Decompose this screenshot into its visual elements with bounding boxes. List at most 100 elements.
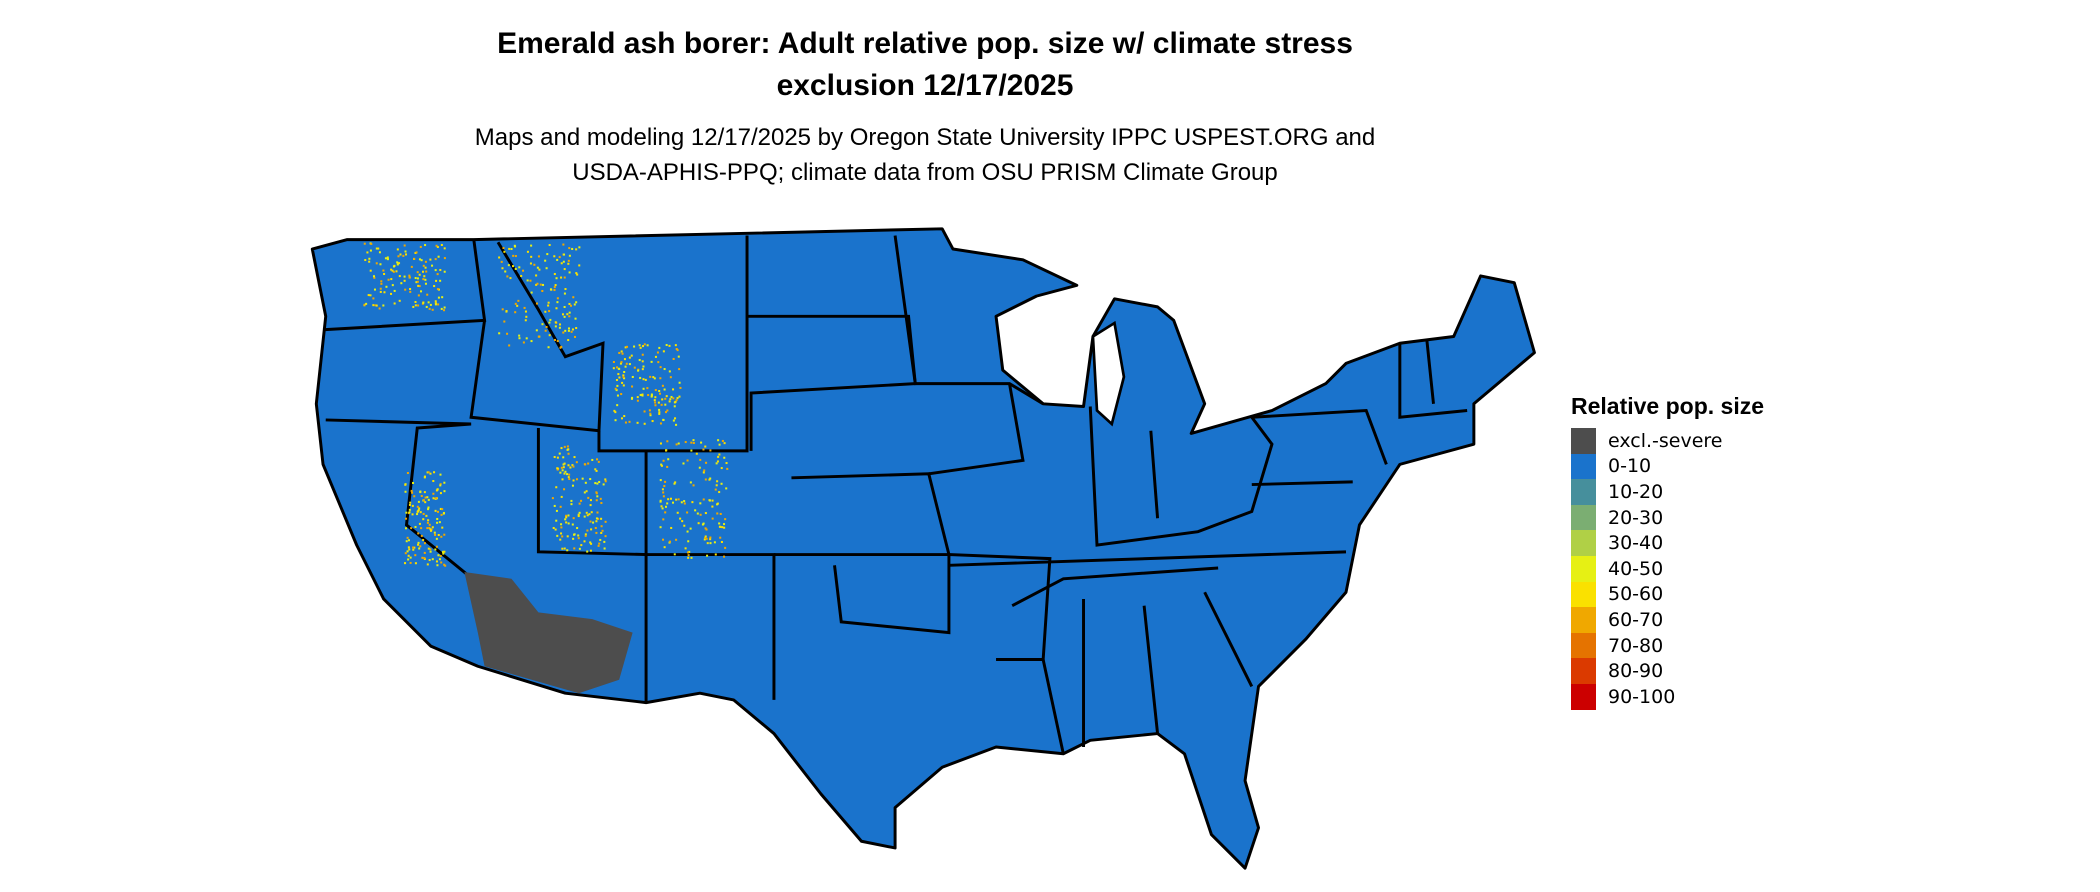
habitat-speckle bbox=[396, 248, 399, 251]
habitat-speckle bbox=[501, 308, 504, 311]
habitat-speckle bbox=[704, 536, 707, 539]
habitat-speckle bbox=[545, 267, 548, 270]
habitat-speckle bbox=[434, 258, 437, 261]
habitat-speckle bbox=[573, 547, 576, 550]
habitat-speckle bbox=[558, 452, 561, 455]
habitat-speckle bbox=[688, 550, 691, 553]
habitat-speckle bbox=[662, 495, 665, 498]
habitat-speckle bbox=[526, 279, 529, 282]
habitat-speckle bbox=[600, 525, 603, 528]
habitat-speckle bbox=[553, 286, 556, 289]
habitat-speckle bbox=[567, 522, 570, 525]
habitat-speckle bbox=[506, 332, 509, 335]
habitat-speckle bbox=[714, 553, 717, 556]
habitat-speckle bbox=[552, 526, 555, 530]
habitat-speckle bbox=[665, 344, 668, 347]
habitat-speckle bbox=[704, 478, 707, 481]
habitat-speckle bbox=[574, 317, 577, 320]
legend-item: 60-70 bbox=[1571, 607, 1764, 633]
habitat-speckle bbox=[548, 321, 551, 324]
habitat-speckle bbox=[659, 479, 662, 482]
habitat-speckle bbox=[509, 277, 512, 280]
habitat-speckle bbox=[443, 270, 446, 273]
habitat-speckle bbox=[659, 500, 662, 503]
habitat-speckle bbox=[595, 499, 598, 502]
legend-item: 0-10 bbox=[1571, 453, 1764, 480]
habitat-speckle bbox=[436, 273, 439, 276]
habitat-speckle bbox=[378, 307, 381, 310]
habitat-speckle bbox=[374, 304, 377, 307]
habitat-speckle bbox=[706, 542, 709, 545]
habitat-speckle bbox=[622, 374, 625, 377]
habitat-speckle bbox=[421, 270, 425, 273]
habitat-speckle bbox=[716, 460, 719, 463]
habitat-speckle bbox=[638, 359, 641, 362]
habitat-speckle bbox=[369, 294, 372, 297]
habitat-speckle bbox=[514, 255, 517, 258]
habitat-speckle bbox=[594, 482, 597, 485]
habitat-speckle bbox=[530, 291, 533, 294]
habitat-speckle bbox=[442, 512, 445, 515]
habitat-speckle bbox=[704, 527, 707, 530]
habitat-speckle bbox=[657, 401, 660, 404]
habitat-speckle bbox=[702, 498, 705, 501]
habitat-speckle bbox=[578, 502, 581, 505]
habitat-speckle bbox=[590, 542, 593, 545]
habitat-speckle bbox=[661, 507, 664, 510]
habitat-speckle bbox=[547, 304, 550, 307]
habitat-speckle bbox=[439, 492, 442, 495]
habitat-speckle bbox=[440, 307, 443, 310]
habitat-speckle bbox=[505, 310, 508, 313]
habitat-speckle bbox=[407, 546, 410, 549]
habitat-speckle bbox=[660, 463, 663, 466]
habitat-speckle bbox=[402, 254, 405, 257]
habitat-speckle bbox=[580, 544, 583, 547]
habitat-speckle bbox=[383, 291, 386, 294]
habitat-speckle bbox=[549, 318, 552, 321]
habitat-speckle bbox=[569, 466, 572, 469]
habitat-speckle bbox=[387, 278, 390, 281]
habitat-speckle bbox=[618, 351, 621, 354]
habitat-speckle bbox=[437, 303, 440, 306]
habitat-speckle bbox=[439, 555, 442, 558]
habitat-speckle bbox=[392, 270, 395, 273]
habitat-speckle bbox=[380, 280, 383, 283]
habitat-speckle bbox=[663, 368, 666, 371]
legend-swatch bbox=[1571, 479, 1596, 505]
habitat-speckle bbox=[432, 492, 435, 495]
habitat-speckle bbox=[416, 280, 419, 283]
habitat-speckle bbox=[416, 510, 419, 513]
habitat-speckle bbox=[409, 561, 412, 564]
habitat-speckle bbox=[613, 409, 616, 412]
habitat-speckle bbox=[424, 496, 427, 499]
habitat-speckle bbox=[424, 501, 427, 504]
habitat-speckle bbox=[718, 522, 721, 525]
habitat-speckle bbox=[575, 327, 578, 330]
habitat-speckle bbox=[417, 304, 420, 307]
habitat-speckle bbox=[663, 546, 666, 549]
habitat-speckle bbox=[498, 256, 501, 259]
legend-item: 80-90 bbox=[1571, 658, 1764, 684]
habitat-speckle bbox=[681, 520, 684, 523]
habitat-speckle bbox=[417, 294, 420, 297]
habitat-speckle bbox=[674, 417, 677, 420]
habitat-speckle bbox=[428, 523, 431, 526]
habitat-speckle bbox=[396, 263, 399, 266]
habitat-speckle bbox=[646, 344, 649, 347]
habitat-speckle bbox=[590, 528, 593, 531]
legend-swatch bbox=[1571, 632, 1596, 659]
habitat-speckle bbox=[595, 531, 598, 534]
habitat-speckle bbox=[578, 264, 581, 267]
habitat-speckle bbox=[650, 394, 653, 397]
habitat-speckle bbox=[377, 247, 380, 250]
habitat-speckle bbox=[572, 537, 575, 540]
habitat-speckle bbox=[600, 517, 603, 520]
habitat-speckle bbox=[614, 387, 617, 390]
habitat-speckle bbox=[716, 512, 719, 515]
habitat-speckle bbox=[623, 371, 626, 374]
habitat-speckle bbox=[641, 368, 644, 371]
legend-item: 40-50 bbox=[1571, 555, 1764, 582]
legend-label: 70-80 bbox=[1608, 634, 1664, 657]
habitat-speckle bbox=[418, 258, 421, 261]
habitat-speckle bbox=[597, 517, 600, 520]
